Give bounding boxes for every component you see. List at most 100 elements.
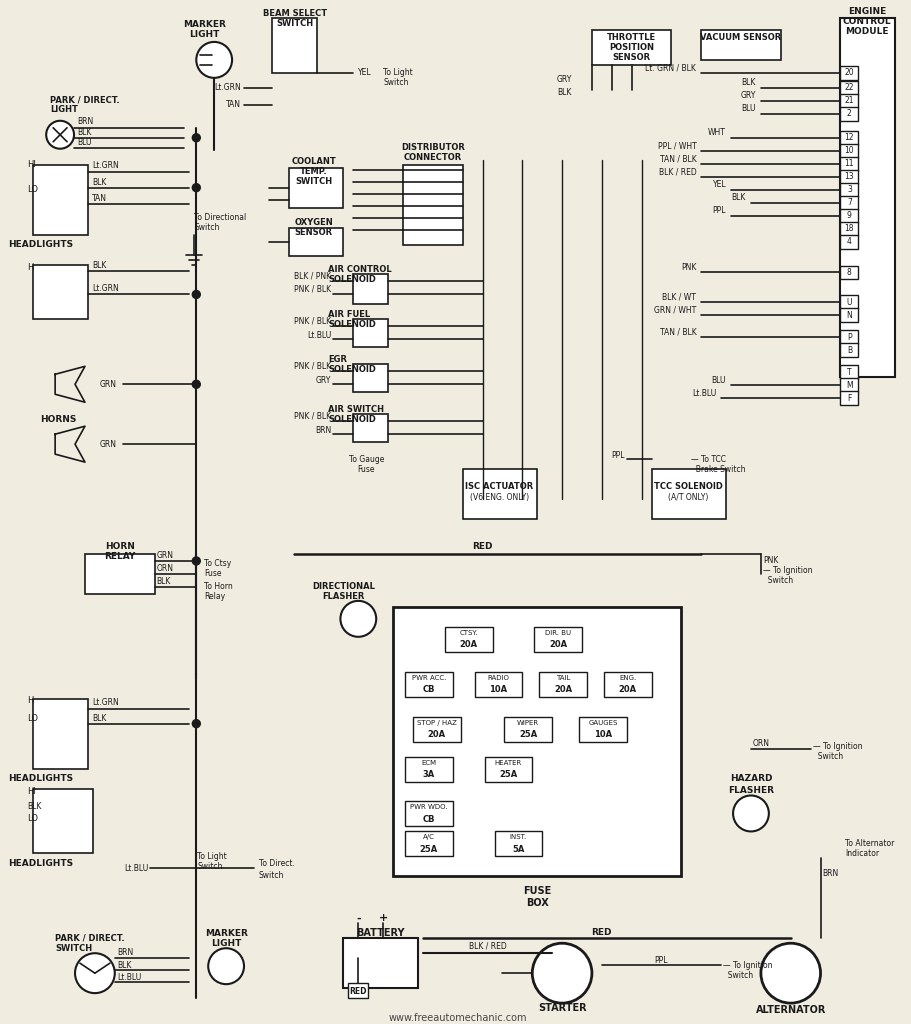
Text: 21: 21 bbox=[844, 96, 855, 105]
Text: — To Ignition: — To Ignition bbox=[813, 742, 862, 751]
Text: To Light: To Light bbox=[384, 69, 413, 78]
Text: 25A: 25A bbox=[519, 730, 537, 739]
Bar bbox=[841, 143, 858, 158]
Text: MODULE: MODULE bbox=[845, 28, 889, 37]
Text: PNK / BLK: PNK / BLK bbox=[294, 285, 332, 294]
Bar bbox=[271, 18, 316, 73]
Text: BLK: BLK bbox=[92, 178, 107, 187]
Text: WHT: WHT bbox=[708, 128, 726, 137]
Bar bbox=[841, 366, 858, 379]
Bar bbox=[841, 94, 858, 108]
Text: HI: HI bbox=[27, 787, 36, 796]
Text: 2: 2 bbox=[847, 110, 852, 119]
Text: TCC SOLENOID: TCC SOLENOID bbox=[654, 481, 722, 490]
Text: GRY: GRY bbox=[316, 376, 332, 385]
Text: BRN: BRN bbox=[117, 947, 133, 956]
Bar bbox=[34, 264, 88, 319]
Text: — To Ignition: — To Ignition bbox=[763, 566, 813, 575]
Bar bbox=[34, 165, 88, 234]
Text: To Light: To Light bbox=[198, 852, 227, 861]
Bar bbox=[405, 757, 453, 781]
Text: 11: 11 bbox=[844, 159, 855, 168]
Text: 3A: 3A bbox=[423, 770, 435, 779]
Text: +: + bbox=[379, 913, 388, 924]
Text: N: N bbox=[846, 311, 853, 319]
Text: ALTERNATOR: ALTERNATOR bbox=[755, 1006, 826, 1015]
Circle shape bbox=[192, 380, 200, 388]
Text: LO: LO bbox=[27, 185, 38, 195]
Text: Lt.BLU: Lt.BLU bbox=[125, 864, 149, 872]
Text: AIR CONTROL: AIR CONTROL bbox=[329, 265, 392, 274]
Text: LIGHT: LIGHT bbox=[211, 939, 241, 948]
Text: CONNECTOR: CONNECTOR bbox=[404, 154, 462, 162]
Text: A/C: A/C bbox=[423, 835, 435, 841]
Text: DISTRIBUTOR: DISTRIBUTOR bbox=[401, 143, 465, 153]
Text: SWITCH: SWITCH bbox=[56, 944, 92, 952]
Text: TAN: TAN bbox=[92, 195, 107, 203]
Circle shape bbox=[192, 291, 200, 298]
Text: SOLENOID: SOLENOID bbox=[329, 365, 376, 374]
Text: TEMP.: TEMP. bbox=[300, 167, 327, 176]
Text: PARK / DIRECT.: PARK / DIRECT. bbox=[56, 934, 125, 943]
Text: BLK: BLK bbox=[92, 714, 107, 723]
Text: 20A: 20A bbox=[549, 640, 568, 649]
Text: BLK: BLK bbox=[77, 128, 91, 137]
Bar bbox=[841, 296, 858, 309]
Circle shape bbox=[192, 134, 200, 141]
Circle shape bbox=[75, 953, 115, 993]
Text: BLK: BLK bbox=[117, 961, 131, 970]
Text: To Alternator: To Alternator bbox=[845, 839, 895, 848]
Text: ECM: ECM bbox=[421, 760, 436, 766]
Text: TAN / BLK: TAN / BLK bbox=[660, 155, 696, 163]
Text: STARTER: STARTER bbox=[537, 1004, 587, 1013]
Text: Lt.BLU: Lt.BLU bbox=[117, 973, 141, 982]
Text: OXYGEN: OXYGEN bbox=[294, 218, 333, 227]
Bar bbox=[343, 938, 418, 988]
Text: HEATER: HEATER bbox=[495, 760, 522, 766]
Circle shape bbox=[46, 121, 74, 148]
Text: SWITCH: SWITCH bbox=[295, 177, 333, 186]
Text: AIR SWITCH: AIR SWITCH bbox=[329, 404, 384, 414]
Text: PWR ACC.: PWR ACC. bbox=[412, 675, 446, 681]
Text: Switch: Switch bbox=[384, 79, 408, 87]
Text: (A/T ONLY): (A/T ONLY) bbox=[668, 493, 709, 502]
Text: FUSE: FUSE bbox=[523, 887, 551, 896]
Text: 20: 20 bbox=[844, 69, 855, 78]
Bar bbox=[505, 717, 552, 741]
Text: LIGHT: LIGHT bbox=[50, 105, 78, 115]
Bar bbox=[413, 717, 461, 741]
Text: Fuse: Fuse bbox=[204, 569, 221, 579]
Text: SOLENOID: SOLENOID bbox=[329, 275, 376, 284]
Text: GRY: GRY bbox=[741, 91, 756, 100]
Text: PPL: PPL bbox=[712, 206, 726, 215]
Text: BLK: BLK bbox=[742, 79, 756, 87]
Circle shape bbox=[192, 720, 200, 728]
Text: PNK / BLK: PNK / BLK bbox=[294, 361, 332, 371]
Text: BRN: BRN bbox=[823, 868, 839, 878]
Text: BLK: BLK bbox=[732, 194, 746, 202]
Text: 10: 10 bbox=[844, 146, 855, 156]
Text: PNK / BLK: PNK / BLK bbox=[294, 412, 332, 421]
Text: BLK: BLK bbox=[92, 261, 107, 270]
Text: 25A: 25A bbox=[499, 770, 517, 779]
Text: CB: CB bbox=[423, 685, 435, 694]
Text: Switch: Switch bbox=[259, 870, 284, 880]
Bar bbox=[592, 30, 671, 65]
Bar bbox=[841, 131, 858, 144]
Text: PPL / WHT: PPL / WHT bbox=[658, 141, 696, 151]
Text: PARK / DIRECT.: PARK / DIRECT. bbox=[50, 95, 119, 104]
Text: 4: 4 bbox=[847, 237, 852, 246]
Text: YEL: YEL bbox=[358, 69, 372, 78]
Circle shape bbox=[761, 943, 821, 1004]
Text: Switch: Switch bbox=[763, 577, 793, 586]
Bar bbox=[289, 227, 343, 256]
Bar bbox=[841, 308, 858, 323]
Bar bbox=[539, 672, 587, 696]
Text: SOLENOID: SOLENOID bbox=[329, 319, 376, 329]
Text: PNK / BLK: PNK / BLK bbox=[294, 316, 332, 326]
Bar bbox=[841, 66, 858, 80]
Text: H: H bbox=[27, 263, 34, 272]
Text: GRY: GRY bbox=[557, 76, 572, 84]
Text: T: T bbox=[847, 368, 852, 377]
Text: CONTROL: CONTROL bbox=[843, 17, 892, 27]
